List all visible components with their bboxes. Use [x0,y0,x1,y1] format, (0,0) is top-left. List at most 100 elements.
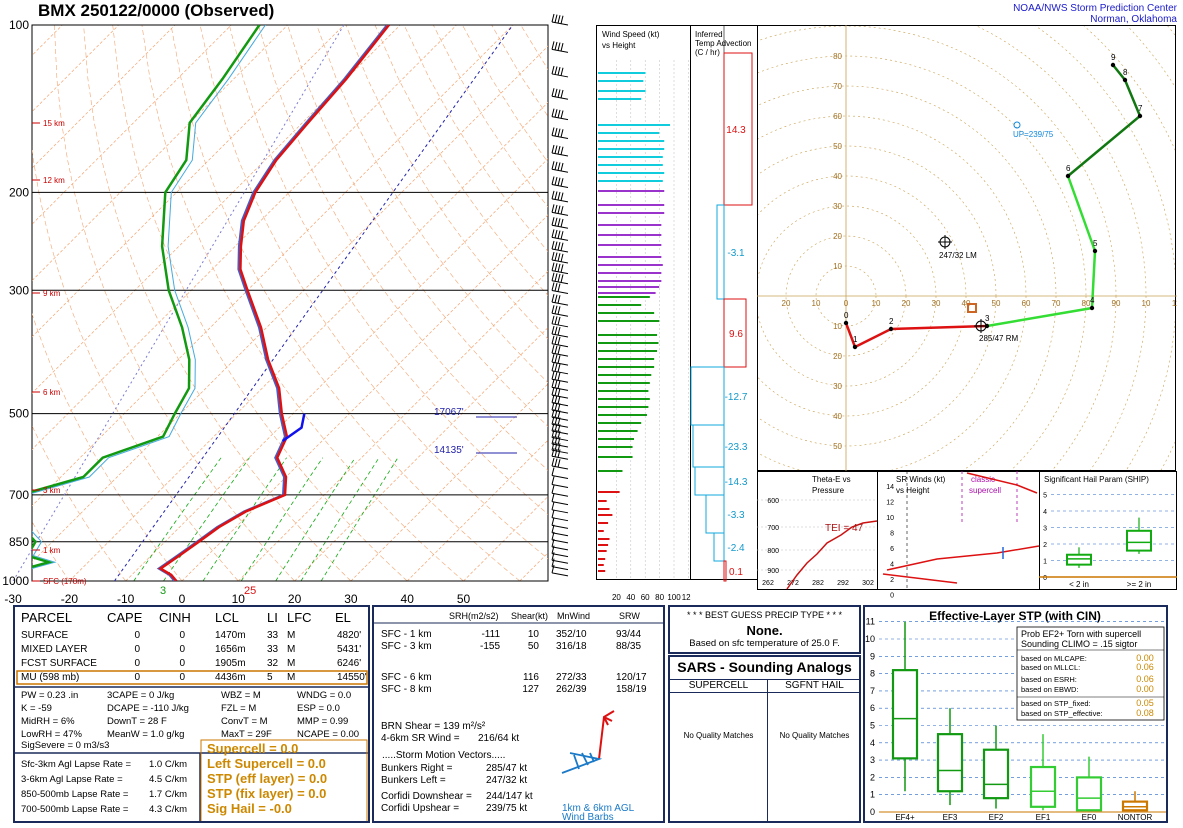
kin-header: MnWind [557,611,590,621]
stp-box [1121,800,1149,812]
sfc-dewpoint-label: 3 [160,585,166,597]
stp-prob-value: 0.00 [1136,653,1154,663]
index-value: MeanW = 1.0 g/kg [107,729,184,740]
barb-flag [554,191,558,200]
barb-6km [598,710,615,760]
te-y-tick: 600 [767,498,779,505]
hodo-km-label: 8 [1123,68,1128,77]
stp-category: NONTOR [1118,813,1153,821]
parcel-cell: M [287,658,295,669]
advection-value: -12.7 [725,392,748,403]
barb-flag [554,252,558,261]
mixing-ratio-line [300,457,380,581]
barb-flag [557,363,561,373]
ship-box [1066,553,1092,566]
sr-wind-value: 216/64 kt [478,733,519,744]
barb-flag [554,416,558,425]
composite-value: Supercell = 0.0 [207,741,298,756]
barb-flag [560,110,564,119]
parcel-cell: 32 [267,658,279,669]
stp-box [1029,765,1057,808]
barb-flag [551,272,555,281]
isotherm [32,25,232,225]
advection-value: 14.3 [726,125,746,136]
sars-col-supercell: SUPERCELL [688,680,749,691]
brn-shear: BRN Shear = 139 m²/s² [381,721,486,732]
composite-value: STP (eff layer) = 0.0 [207,771,327,786]
te-x-tick: 302 [862,580,874,587]
wind-barb [551,442,569,454]
parcel-cell: 0 [134,658,140,669]
wind-barb [551,493,569,506]
index-value: WBZ = M [221,690,261,701]
advection-value: -23.3 [725,442,748,453]
stp-y-tick: 2 [870,772,875,782]
barb-shaft [551,248,569,253]
barb-flag [551,240,555,250]
parcel-panel: PARCEL CAPE CINH LCL LI LFC EL SURFACE 0 0 1470m 3… [13,605,370,823]
barb-flag [557,205,561,214]
parcel-cell: 4436m [215,672,246,683]
hodo-ring-label: 50 [833,142,842,151]
parcel-header: LI [267,610,278,625]
parcel-header: EL [335,610,351,625]
barb-shaft [551,465,569,470]
barb-shaft [551,546,569,551]
speed-tick: 20 [612,593,621,600]
barb-flag [554,326,558,335]
speed-tick: 60 [641,593,650,600]
barb-shaft [551,116,569,121]
parcel-cell: 14550' [337,672,367,683]
stp-category: EF2 [989,813,1004,821]
hodo-km-dot [1137,113,1143,119]
stp-prob-label: based on EBWD: [1021,685,1079,694]
wind-barb [551,325,569,338]
ship-y-tick: 5 [1043,493,1047,500]
barb-shaft [551,572,569,577]
kin-cell: 88/35 [616,641,641,652]
hodo-km-label: 2 [889,317,894,326]
barb-shaft [551,559,569,564]
barb-shaft [551,484,569,489]
barb-flag [557,273,561,283]
barb-flag [557,437,561,446]
barb-flag [551,442,555,451]
parcel-header: LCL [215,610,239,625]
theta-e-chart: Theta-E vs Pressure 600 700 800 900 262 272 28… [757,471,878,590]
barb-shaft [551,501,569,506]
temperature-tick: -10 [117,592,135,606]
ship-y-tick: 4 [1043,509,1047,516]
wind-barb [551,190,569,203]
barb-flag [551,524,555,533]
barb-flag [560,218,564,228]
stp-prob-label: based on ESRH: [1021,675,1077,684]
hodo-segment [986,175,1097,328]
wind-barb [551,144,569,157]
kin-cell: 158/19 [616,684,647,695]
barb-flag [554,176,558,186]
mixing-ratio-line [320,457,399,581]
isotherm [32,25,176,169]
barb-flag [554,14,558,23]
barb-flag [554,145,558,154]
barb-flag [554,430,558,439]
barb-flag [551,88,555,97]
lapse-value: 4.5 C/km [149,774,187,785]
wind-barb [551,315,569,328]
barb-flag [554,109,558,118]
isotherm [0,25,6,581]
barb-flag [551,435,555,445]
barb-flag [551,305,555,314]
stp-prob-label: based on MLCAPE: [1021,654,1087,663]
dry-adiabat [199,25,548,560]
barb-shaft [551,224,569,229]
ship-category: >= 2 in [1127,580,1151,589]
sr-y-tick: 12 [886,500,894,507]
sr-trace-lower [886,545,1040,571]
isotherm [32,25,401,394]
wind-barb [551,108,569,121]
hodo-ring-label: 70 [833,82,842,91]
hodo-ring-label: 10 [833,262,842,271]
barb-shaft [551,280,569,285]
wind-barb [551,344,569,357]
